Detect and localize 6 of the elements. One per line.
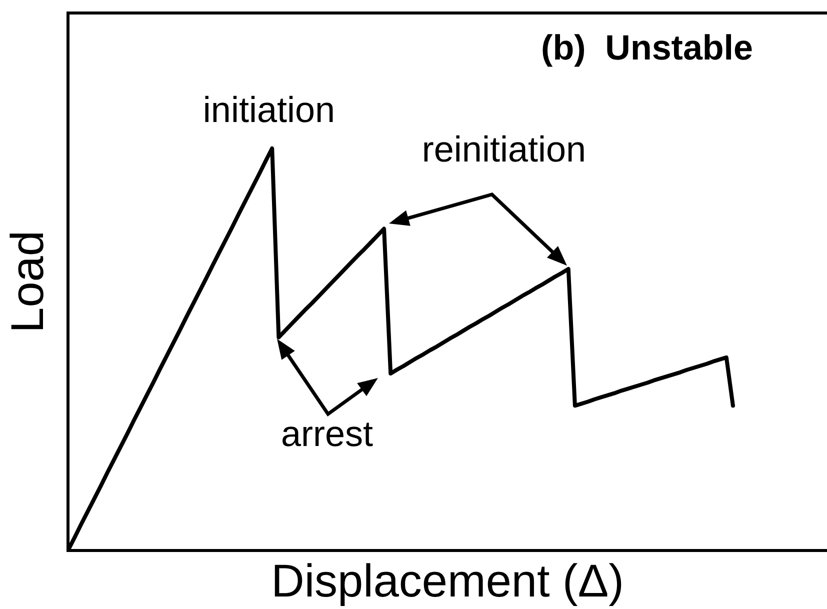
annotation: arrest <box>280 413 373 454</box>
text: initiation <box>202 89 336 130</box>
chart-title: (b) Unstable <box>541 28 753 68</box>
x-axis-title: Displacement (Δ) <box>271 554 624 606</box>
annotation: reinitiation <box>422 128 586 170</box>
y-axis-title: Load <box>0 230 53 333</box>
